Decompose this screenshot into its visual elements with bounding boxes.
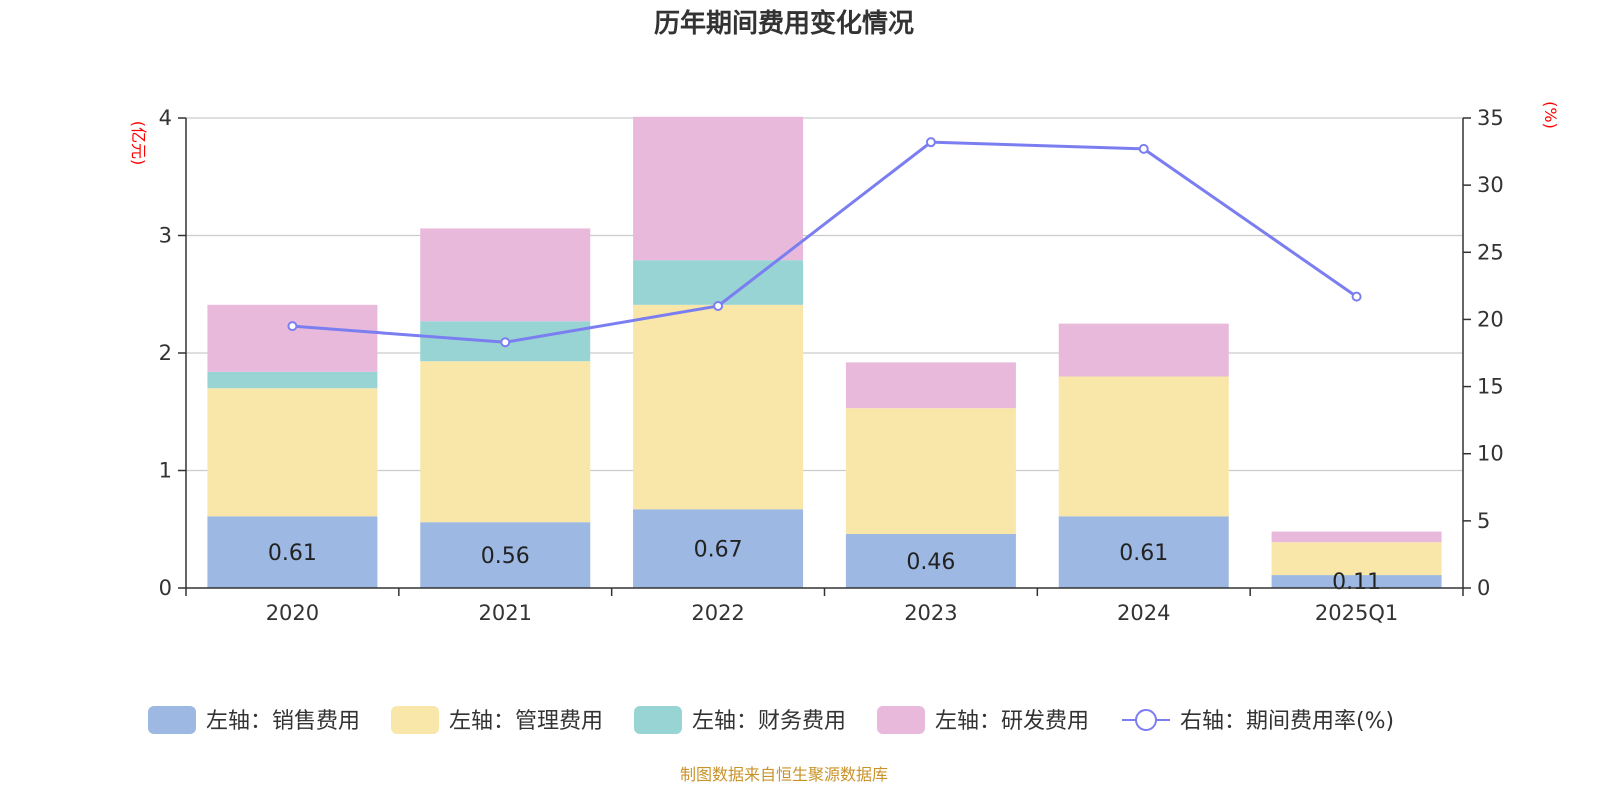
bar-segment <box>1271 542 1442 576</box>
bar-segment <box>420 228 591 322</box>
legend-circle-symbol <box>1135 709 1157 731</box>
rate-point <box>1351 291 1362 302</box>
bar-data-label: 0.67 <box>694 538 743 563</box>
rate-point <box>1138 143 1149 154</box>
bar-segment <box>633 116 804 261</box>
x-axis-tick-label: 2023 <box>904 601 957 625</box>
legend-label: 左轴：财务费用 <box>692 709 846 734</box>
left-axis-tick-label: 2 <box>159 341 172 365</box>
bar-data-label: 0.61 <box>268 541 317 566</box>
bar-segment <box>420 361 591 523</box>
legend-swatch <box>391 706 439 734</box>
x-axis-tick-label: 2025Q1 <box>1315 601 1398 625</box>
legend-label: 左轴：销售费用 <box>206 709 360 734</box>
legend-item: 左轴：管理费用 <box>391 706 603 734</box>
legend-item: 右轴：期间费用率(%) <box>1122 709 1394 734</box>
x-axis-tick-label: 2021 <box>479 601 532 625</box>
bar-segment <box>633 304 804 510</box>
legend-item: 左轴：销售费用 <box>148 706 360 734</box>
bar-segment <box>1271 575 1442 588</box>
bar-group: 0.56 <box>420 228 591 588</box>
legend-swatch <box>148 706 196 734</box>
bar-data-label: 0.61 <box>1119 541 1168 566</box>
bar-segment <box>420 522 591 588</box>
bar-segment <box>633 260 804 305</box>
legend-item: 左轴：研发费用 <box>877 706 1089 734</box>
bar-segment <box>207 371 378 389</box>
right-axis-tick-label: 30 <box>1477 173 1504 197</box>
rate-point <box>287 321 298 332</box>
bar-segment <box>1271 531 1442 543</box>
left-axis-tick-label: 1 <box>159 459 172 483</box>
right-axis-tick-label: 5 <box>1477 509 1490 533</box>
bar-segment <box>207 388 378 517</box>
right-axis-tick-label: 25 <box>1477 240 1504 264</box>
right-axis-tick-label: 10 <box>1477 442 1504 466</box>
bar-group: 0.11 <box>1271 531 1442 595</box>
bar-segment <box>845 408 1016 534</box>
bar-segment <box>633 509 804 588</box>
chart-title: 历年期间费用变化情况 <box>654 8 914 39</box>
left-axis-tick-label: 3 <box>159 224 172 248</box>
legend-swatch <box>634 706 682 734</box>
bar-segment <box>207 304 378 372</box>
rate-point <box>925 137 936 148</box>
legend-label: 左轴：研发费用 <box>935 709 1089 734</box>
left-axis-tick-label: 4 <box>159 106 172 130</box>
right-axis-unit: (%) <box>1541 101 1560 129</box>
legend-label: 左轴：管理费用 <box>449 709 603 734</box>
right-axis-tick-label: 20 <box>1477 307 1504 331</box>
bar-group: 0.67 <box>633 116 804 588</box>
bar-segment <box>1058 516 1229 588</box>
bar-segment <box>1058 323 1229 377</box>
x-axis-tick-label: 2024 <box>1117 601 1170 625</box>
bar-data-label: 0.56 <box>481 544 530 569</box>
bar-data-label: 0.46 <box>906 550 955 575</box>
bar-group: 0.61 <box>207 304 378 588</box>
left-axis-tick-label: 0 <box>159 576 172 600</box>
bar-segment <box>845 362 1016 409</box>
source-note: 制图数据来自恒生聚源数据库 <box>680 765 888 784</box>
axes: 0 1 2 3 4 0 5 10 15 20 25 30 35 2020 2021 2022 2023 2024 2… <box>159 106 1504 625</box>
legend-item: 左轴：财务费用 <box>634 706 846 734</box>
bar-segment <box>1058 376 1229 517</box>
bar-groups: 0.61 0.56 0.67 0.46 0.61 0.11 <box>207 116 1442 595</box>
gridlines <box>186 117 1463 472</box>
legend-swatch <box>877 706 925 734</box>
x-axis-tick-label: 2020 <box>266 601 319 625</box>
left-axis-unit: (亿元) <box>129 121 148 166</box>
legend: 左轴：销售费用 左轴：管理费用 左轴：财务费用 左轴：研发费用 右轴：期间费用率(%) <box>148 706 1394 734</box>
rate-line-layer <box>287 137 1362 348</box>
x-axis-tick-label: 2022 <box>691 601 744 625</box>
right-axis-tick-label: 35 <box>1477 106 1504 130</box>
right-axis-tick-label: 0 <box>1477 576 1490 600</box>
bar-segment <box>845 533 1016 588</box>
bar-data-label: 0.11 <box>1332 570 1381 595</box>
rate-point <box>500 337 511 348</box>
rate-line <box>292 140 1358 344</box>
legend-label: 右轴：期间费用率(%) <box>1180 709 1394 734</box>
rate-point <box>713 301 724 311</box>
bar-group: 0.46 <box>845 362 1016 588</box>
right-axis-tick-label: 15 <box>1477 375 1504 399</box>
bar-segment <box>207 516 378 588</box>
bar-group: 0.61 <box>1058 323 1229 588</box>
